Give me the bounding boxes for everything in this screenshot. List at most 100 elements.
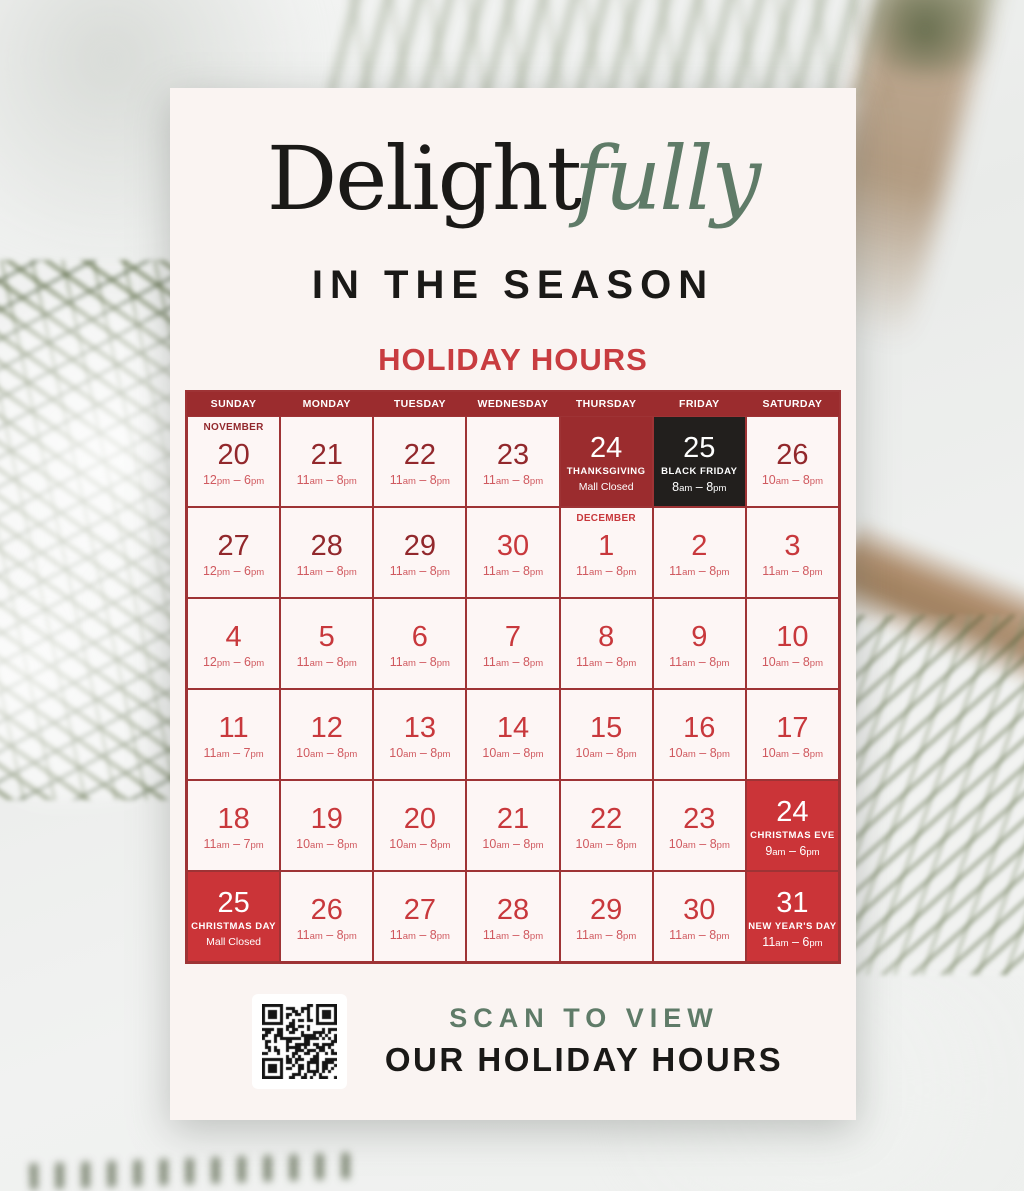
day-number: 17 xyxy=(776,712,809,745)
calendar-cell: 7 11am – 8pm xyxy=(466,597,560,689)
pine-needles-right xyxy=(825,615,1024,975)
calendar-cell: 2 11am – 8pm xyxy=(652,506,746,598)
day-number: 13 xyxy=(403,712,436,745)
holiday-label: BLACK FRIDAY xyxy=(661,465,738,477)
calendar-cell: 4 12pm – 6pm xyxy=(187,597,281,689)
calendar-cell: 23 10am – 8pm xyxy=(652,779,746,871)
cell-hours: 10am – 8pm xyxy=(668,837,730,852)
cell-hours: 11am – 8pm xyxy=(389,473,450,488)
calendar-cell: 24 THANKSGIVING Mall Closed xyxy=(559,415,653,507)
cell-hours: 11am – 8pm xyxy=(482,655,544,670)
calendar-cell: 30 11am – 8pm xyxy=(466,506,560,598)
cell-hours: 11am – 8pm xyxy=(762,564,823,579)
calendar-cell: 23 11am – 8pm xyxy=(466,415,560,507)
calendar-cell: 30 11am – 8pm xyxy=(652,870,746,962)
day-number: 24 xyxy=(776,795,809,828)
day-header: FRIDAY xyxy=(679,397,720,410)
scan-line-1: SCAN TO VIEW xyxy=(449,1003,719,1034)
holiday-label: CHRISTMAS DAY xyxy=(191,921,276,933)
month-label: NOVEMBER xyxy=(203,421,264,433)
month-label: DECEMBER xyxy=(576,512,636,524)
cell-hours: 11am – 8pm xyxy=(296,655,357,670)
pine-blob-top-right xyxy=(850,0,1000,75)
day-number: 30 xyxy=(496,530,530,563)
calendar-cell: 22 11am – 8pm xyxy=(373,415,467,507)
cell-hours: 11am – 8pm xyxy=(482,928,544,943)
calendar-cell: 10 10am – 8pm xyxy=(745,597,839,689)
day-number: 20 xyxy=(217,439,250,472)
calendar-cell: 28 11am – 8pm xyxy=(466,870,560,962)
cell-hours: 10am – 8pm xyxy=(761,473,823,488)
day-number: 28 xyxy=(310,530,343,563)
calendar-cell: 25 BLACK FRIDAY 8am – 8pm xyxy=(652,415,746,507)
day-number: 23 xyxy=(496,439,530,472)
section-heading: HOLIDAY HOURS xyxy=(378,341,648,377)
calendar-cell: 15 10am – 8pm xyxy=(559,688,653,780)
day-number: 5 xyxy=(318,621,335,654)
title-word-black: Delight xyxy=(266,127,582,230)
qr-code xyxy=(262,1003,337,1079)
day-number: 14 xyxy=(496,712,530,745)
holiday-label: NEW YEAR'S DAY xyxy=(748,920,837,932)
calendar-cell: 26 11am – 8pm xyxy=(280,870,374,962)
cell-hours: 11am – 7pm xyxy=(203,837,264,852)
day-number: 9 xyxy=(691,621,708,654)
day-header: SUNDAY xyxy=(210,397,257,410)
calendar-cell: 22 10am – 8pm xyxy=(559,779,653,871)
calendar-cell: 16 10am – 8pm xyxy=(652,688,746,780)
holiday-label: THANKSGIVING xyxy=(566,466,646,478)
cell-hours: 11am – 8pm xyxy=(669,655,730,670)
day-number: 21 xyxy=(496,803,530,836)
calendar-cell: NOVEMBER 20 12pm – 6pm xyxy=(187,415,281,507)
day-number: 10 xyxy=(776,621,809,654)
day-number: 27 xyxy=(403,894,436,927)
calendar-cell: DECEMBER 1 11am – 8pm xyxy=(559,506,653,598)
cell-hours: 11am – 8pm xyxy=(296,473,357,488)
cell-hours: 10am – 8pm xyxy=(761,655,823,670)
poster-subtitle: IN THE SEASON xyxy=(311,262,715,307)
cell-hours: 12pm – 6pm xyxy=(202,564,265,579)
day-number: 4 xyxy=(225,621,242,654)
calendar-cell: 9 11am – 8pm xyxy=(652,597,746,689)
day-number: 1 xyxy=(598,530,615,563)
day-number: 2 xyxy=(691,530,708,563)
day-header: MONDAY xyxy=(302,397,351,410)
cell-hours: 10am – 8pm xyxy=(389,746,451,761)
calendar-grid: NOVEMBER 20 12pm – 6pm 21 11am – 8pm 22 11am –… xyxy=(187,415,839,962)
day-number: 11 xyxy=(218,712,249,745)
cell-hours: 12pm – 6pm xyxy=(202,655,265,670)
cell-hours: 11am – 8pm xyxy=(576,564,637,579)
calendar-cell: 25 CHRISTMAS DAY Mall Closed xyxy=(187,870,281,962)
calendar-cell: 12 10am – 8pm xyxy=(280,688,374,780)
day-number: 20 xyxy=(403,803,436,836)
cell-hours: 10am – 8pm xyxy=(482,746,544,761)
calendar-cell: 19 10am – 8pm xyxy=(280,779,374,871)
day-number: 22 xyxy=(590,803,623,836)
calendar-cell: 11 11am – 7pm xyxy=(187,688,281,780)
day-number: 12 xyxy=(310,712,343,745)
calendar-cell: 14 10am – 8pm xyxy=(466,688,560,780)
calendar-cell: 20 10am – 8pm xyxy=(373,779,467,871)
calendar-cell: 26 10am – 8pm xyxy=(745,415,839,507)
cell-note: Mall Closed xyxy=(206,936,261,949)
cell-hours: 10am – 8pm xyxy=(761,746,823,761)
cell-hours: 10am – 8pm xyxy=(668,746,730,761)
day-header: THURSDAY xyxy=(575,397,637,410)
calendar-cell: 31 NEW YEAR'S DAY 11am – 6pm xyxy=(745,870,839,962)
cell-hours: 10am – 8pm xyxy=(482,837,544,852)
pine-streak-bottom xyxy=(29,1152,361,1190)
cell-hours: 11am – 8pm xyxy=(669,564,730,579)
cell-hours: 11am – 8pm xyxy=(576,928,637,943)
cell-hours: 11am – 8pm xyxy=(389,655,450,670)
scan-text: SCAN TO VIEW OUR HOLIDAY HOURS xyxy=(347,1003,831,1079)
calendar-cell: 18 11am – 7pm xyxy=(187,779,281,871)
day-number: 26 xyxy=(776,439,809,472)
day-number: 28 xyxy=(496,894,530,927)
cell-hours: 10am – 8pm xyxy=(296,837,358,852)
holiday-calendar: SUNDAY MONDAY TUESDAY WEDNESDAY THURSDAY FRID… xyxy=(185,389,841,964)
calendar-cell: 13 10am – 8pm xyxy=(373,688,467,780)
day-number: 6 xyxy=(411,621,428,654)
cell-hours: 9am – 6pm xyxy=(765,844,820,859)
poster-card: Delightfully IN THE SEASON HOLIDAY HOURS… xyxy=(170,88,856,1120)
